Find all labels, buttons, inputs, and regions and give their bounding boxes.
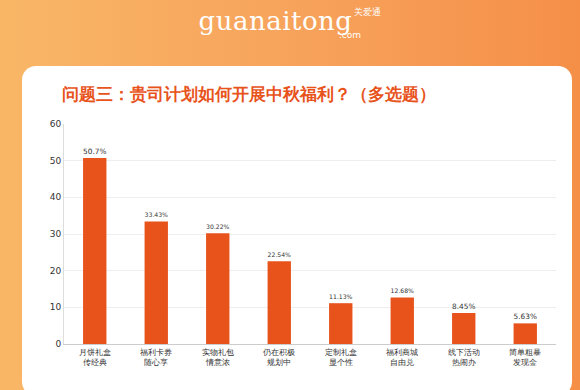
svg-text:30: 30 [50, 229, 62, 239]
svg-text:月饼礼盒传经典: 月饼礼盒传经典 [79, 348, 111, 367]
svg-text:33.43%: 33.43% [145, 211, 168, 218]
svg-text:福利商城自由兑: 福利商城自由兑 [386, 348, 418, 367]
svg-text:12.68%: 12.68% [391, 287, 414, 294]
svg-text:定制礼盒显个性: 定制礼盒显个性 [325, 348, 357, 367]
svg-text:问题三：贵司计划如何开展中秋福利？（多选题）: 问题三：贵司计划如何开展中秋福利？（多选题） [62, 84, 436, 104]
svg-text:10: 10 [50, 302, 62, 312]
svg-text:40: 40 [50, 192, 62, 202]
svg-text:22.54%: 22.54% [268, 251, 291, 258]
svg-text:5.63%: 5.63% [514, 312, 537, 321]
svg-text:11.13%: 11.13% [329, 293, 352, 300]
svg-text:20: 20 [50, 266, 62, 276]
svg-text:50: 50 [50, 156, 62, 166]
svg-text:60: 60 [50, 119, 62, 129]
svg-text:实物礼包情意浓: 实物礼包情意浓 [202, 348, 234, 367]
svg-text:简单粗暴发现金: 简单粗暴发现金 [509, 348, 541, 367]
svg-text:福利卡券随心享: 福利卡券随心享 [140, 348, 172, 367]
svg-text:50.7%: 50.7% [83, 147, 106, 156]
svg-text:0: 0 [55, 339, 61, 349]
html-text:guanaitong: guanaitong [198, 6, 353, 36]
html-text:关爱通: 关爱通 [354, 7, 382, 17]
svg-text:30.22%: 30.22% [206, 223, 229, 230]
svg-text:8.45%: 8.45% [452, 302, 475, 311]
svg-text:仍在积极规划中: 仍在积极规划中 [262, 348, 295, 367]
svg-text:线下活动热闹办: 线下活动热闹办 [448, 348, 480, 367]
html-text:.com: .com [339, 30, 361, 40]
